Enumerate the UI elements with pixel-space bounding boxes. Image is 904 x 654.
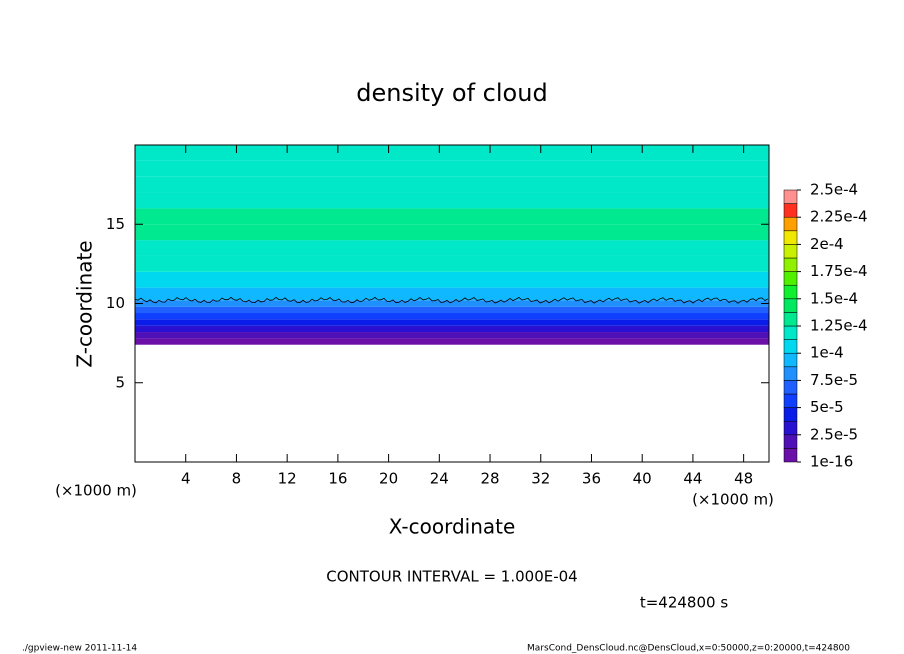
x-tick-label: 44 (683, 470, 702, 488)
x-axis-label: X-coordinate (389, 515, 516, 539)
colorbar-segment (783, 216, 798, 232)
x-tick-label: 36 (582, 470, 601, 488)
density-band (135, 224, 769, 241)
colorbar-segment (783, 244, 798, 259)
colorbar-segment (783, 312, 798, 327)
colorbar-segment (783, 271, 798, 286)
colorbar-segment (783, 189, 798, 204)
y-tick-label: 15 (106, 215, 125, 233)
density-band (135, 160, 769, 177)
density-band (135, 208, 769, 225)
colorbar-segment (783, 434, 798, 449)
x-tick-label: 8 (232, 470, 242, 488)
density-band (135, 145, 769, 161)
x-unit: (×1000 m) (692, 491, 774, 509)
colorbar-label: 1.5e-4 (810, 289, 858, 307)
x-tick-label: 32 (531, 470, 550, 488)
density-band (135, 271, 769, 288)
contour-line (134, 296, 769, 304)
x-tick-label: 28 (480, 470, 499, 488)
chart-title: density of cloud (356, 79, 547, 107)
colorbar-segment (783, 393, 798, 408)
x-tick-label: 40 (633, 470, 652, 488)
y-tick-label: 10 (106, 294, 125, 312)
colorbar-label: 1.25e-4 (810, 317, 868, 335)
density-band (135, 332, 769, 339)
footer-left: ./gpview-new 2011-11-14 (22, 644, 137, 654)
density-band (135, 240, 769, 256)
x-tick-label: 48 (734, 470, 753, 488)
x-tick-label: 16 (328, 470, 347, 488)
colorbar-segment (783, 203, 798, 218)
colorbar-segment (783, 284, 798, 300)
density-band (135, 306, 769, 314)
x-tick-label: 4 (181, 470, 191, 488)
density-band (135, 325, 769, 333)
x-tick-label: 20 (379, 470, 398, 488)
density-band (135, 313, 769, 320)
density-band (135, 300, 769, 307)
colorbar-label: 2e-4 (810, 235, 844, 253)
colorbar-label: 5e-5 (810, 398, 844, 416)
y-unit: (×1000 m) (55, 482, 137, 500)
colorbar-segment (783, 420, 798, 436)
colorbar-segment (783, 325, 798, 340)
y-axis-label: Z-coordinate (73, 240, 97, 367)
colorbar-segment (783, 366, 798, 381)
x-tick-label: 24 (430, 470, 449, 488)
y-tick-label: 5 (115, 373, 125, 391)
density-band (135, 176, 769, 193)
colorbar-label: 7.5e-5 (810, 371, 858, 389)
colorbar-segment (783, 257, 798, 272)
colorbar-segment (783, 407, 798, 422)
colorbar-segment (783, 380, 798, 395)
plot: 4 8 12 16 20 24 28 32 36 40 44 48510151e-162.5e-55e… (106, 144, 868, 488)
density-band (135, 255, 769, 272)
colorbar-label: 1.75e-4 (810, 262, 868, 280)
colorbar-label: 2.25e-4 (810, 208, 868, 226)
colorbar-segment (783, 352, 798, 368)
colorbar-label: 1e-4 (810, 344, 844, 362)
colorbar-label: 2.5e-5 (810, 425, 858, 443)
density-band (135, 287, 769, 301)
colorbar-segment (783, 230, 798, 245)
colorbar-segment (783, 339, 798, 354)
colorbar-label: 2.5e-4 (810, 181, 858, 199)
time-label: t=424800 s (640, 594, 728, 612)
density-band (135, 338, 769, 345)
footer-right: MarsCond_DensCloud.nc@DensCloud,x=0:5000… (527, 644, 850, 654)
colorbar-label: 1e-16 (810, 453, 853, 471)
contour-interval: CONTOUR INTERVAL = 1.000E-04 (326, 568, 577, 586)
density-band (135, 319, 769, 326)
colorbar-segment (783, 298, 798, 313)
density-band (135, 192, 769, 209)
colorbar-segment (783, 448, 798, 463)
x-tick-label: 12 (278, 470, 297, 488)
